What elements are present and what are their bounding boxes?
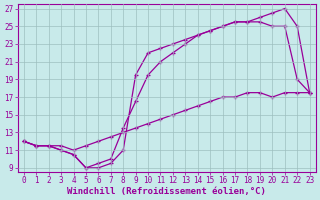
X-axis label: Windchill (Refroidissement éolien,°C): Windchill (Refroidissement éolien,°C) <box>67 187 266 196</box>
